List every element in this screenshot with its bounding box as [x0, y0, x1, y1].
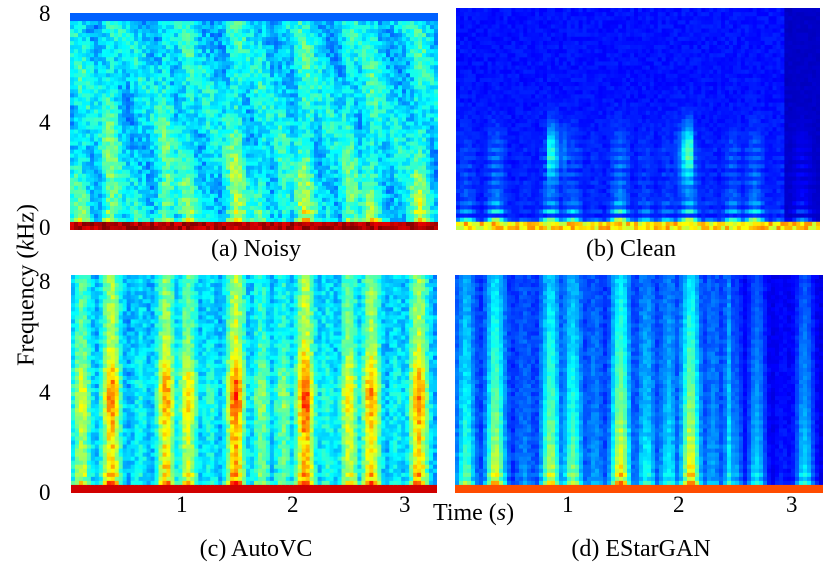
spectrogram-estargan-plot [455, 275, 823, 493]
x-tick-3: 3 [399, 492, 411, 517]
caption-estargan: (d) EStarGAN [571, 536, 711, 562]
x-tick-2: 2 [287, 492, 299, 517]
caption-noisy: (a) Noisy [211, 236, 301, 262]
x-tick-1: 1 [562, 492, 574, 517]
spectrogram-panel-autovc [71, 275, 437, 493]
spectrogram-clean-plot [456, 8, 820, 230]
caption-autovc: (c) AutoVC [199, 536, 313, 562]
x-tick-3: 3 [786, 492, 798, 517]
y-tick-0: 0 [39, 215, 51, 240]
spectrogram-noisy-plot [70, 13, 438, 230]
spectrogram-panel-noisy [70, 13, 438, 230]
spectrogram-panel-estargan [455, 275, 823, 493]
y-tick-0: 0 [39, 480, 51, 505]
y-axis-label: Frequency (kHz) [13, 204, 40, 366]
y-tick-8: 8 [39, 269, 51, 294]
y-tick-4: 4 [39, 380, 51, 405]
spectrogram-autovc-plot [71, 275, 437, 493]
x-axis-label: Time (s) [433, 500, 515, 526]
y-tick-8: 8 [39, 1, 51, 26]
spectrogram-panel-clean [456, 8, 820, 230]
y-tick-4: 4 [39, 110, 51, 135]
caption-clean: (b) Clean [586, 236, 676, 262]
x-tick-1: 1 [176, 492, 188, 517]
x-tick-2: 2 [673, 492, 685, 517]
